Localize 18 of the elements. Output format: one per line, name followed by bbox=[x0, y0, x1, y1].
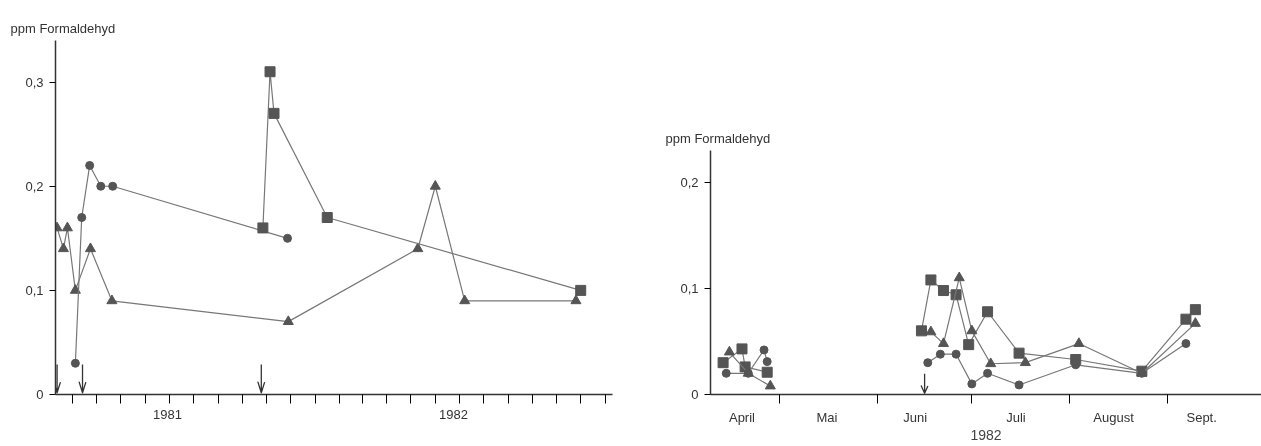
y-tick-label: 0,2 bbox=[25, 178, 44, 194]
y-tick-label: 0 bbox=[36, 387, 44, 402]
x-tick-label: Sept. bbox=[1186, 409, 1217, 425]
x-tick-label: Juni bbox=[903, 409, 928, 425]
y-tick-label: 0,1 bbox=[25, 282, 44, 298]
x-axis-title: 1982 bbox=[970, 426, 1002, 443]
x-tick-label: Juli bbox=[1006, 409, 1026, 425]
x-tick-label: 1982 bbox=[439, 406, 469, 422]
y-tick-label: 0,2 bbox=[680, 174, 699, 190]
x-tick-label: April bbox=[728, 409, 756, 425]
x-tick-label: Mai bbox=[816, 409, 838, 425]
y-tick-label: 0,1 bbox=[680, 280, 699, 296]
y-tick-label: 0,3 bbox=[25, 74, 44, 90]
y-axis-title: ppm Formaldehyd bbox=[665, 130, 771, 146]
y-tick-label: 0 bbox=[691, 387, 699, 402]
x-tick-label: 1981 bbox=[153, 406, 182, 422]
y-axis-title: ppm Formaldehyd bbox=[10, 20, 116, 36]
x-tick-label: August bbox=[1093, 409, 1135, 425]
